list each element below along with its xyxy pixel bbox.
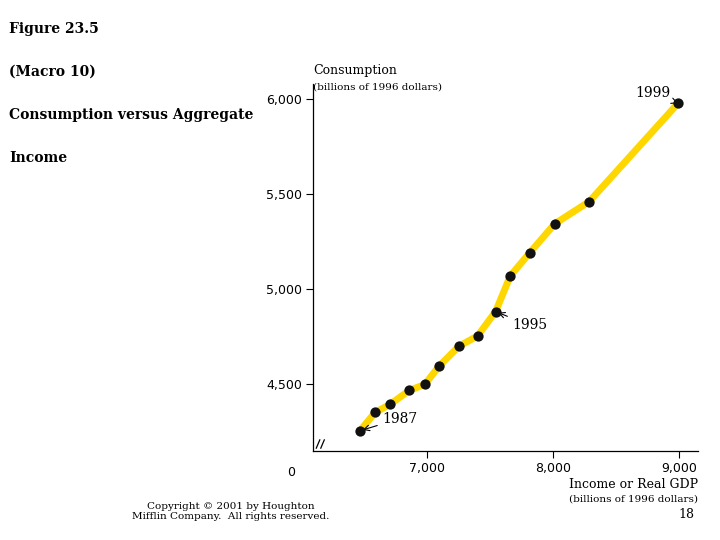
Point [472,332,483,340]
Text: 0: 0 [287,467,295,480]
Text: (billions of 1996 dollars): (billions of 1996 dollars) [313,82,442,91]
Text: 18: 18 [679,508,695,521]
Point [453,342,464,350]
Text: 1995: 1995 [499,313,548,332]
Point [523,249,535,258]
Text: Consumption versus Aggregate: Consumption versus Aggregate [9,108,253,122]
Point [505,272,516,280]
Point [369,408,381,417]
Point [433,361,445,370]
Point [549,219,561,228]
Text: 1999: 1999 [635,86,677,103]
Text: (billions of 1996 dollars): (billions of 1996 dollars) [570,494,698,503]
Text: 1987: 1987 [364,411,418,430]
Text: Income or Real GDP: Income or Real GDP [570,478,698,491]
Text: (Macro 10): (Macro 10) [9,65,96,79]
Text: Copyright © 2001 by Houghton
Mifflin Company.  All rights reserved.: Copyright © 2001 by Houghton Mifflin Com… [132,502,329,521]
Point [404,386,415,395]
Point [672,99,684,107]
Point [490,307,501,316]
Text: Consumption: Consumption [313,64,397,77]
Point [419,380,431,389]
Text: Income: Income [9,151,68,165]
Text: Figure 23.5: Figure 23.5 [9,22,99,36]
Point [354,427,366,435]
Point [384,400,395,409]
Point [583,197,595,206]
